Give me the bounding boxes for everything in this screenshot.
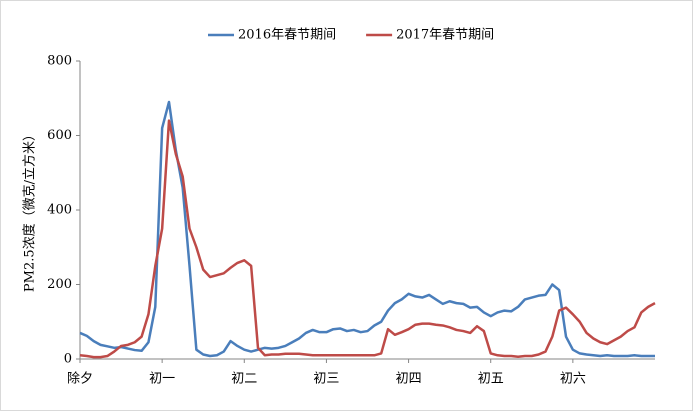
x-tick-label: 初二 xyxy=(231,372,257,387)
x-tick-label: 初四 xyxy=(396,372,422,387)
x-tick-label: 除夕 xyxy=(67,372,93,387)
y-tick-label: 0 xyxy=(64,352,72,367)
y-tick-label: 200 xyxy=(47,277,72,292)
x-tick-label: 初五 xyxy=(478,372,504,387)
x-tick-label: 初一 xyxy=(149,372,175,387)
x-tick-label: 初三 xyxy=(313,372,339,387)
y-tick-label: 600 xyxy=(47,128,72,143)
y-tick-label: 800 xyxy=(47,54,72,69)
y-tick-label: 400 xyxy=(47,203,72,218)
x-tick-label: 初六 xyxy=(560,372,586,387)
y-axis-label: PM2.5浓度（微克/立方米） xyxy=(22,128,38,292)
legend-label: 2016年春节期间 xyxy=(238,28,336,43)
legend-label: 2017年春节期间 xyxy=(396,28,494,43)
series-line xyxy=(79,119,656,359)
